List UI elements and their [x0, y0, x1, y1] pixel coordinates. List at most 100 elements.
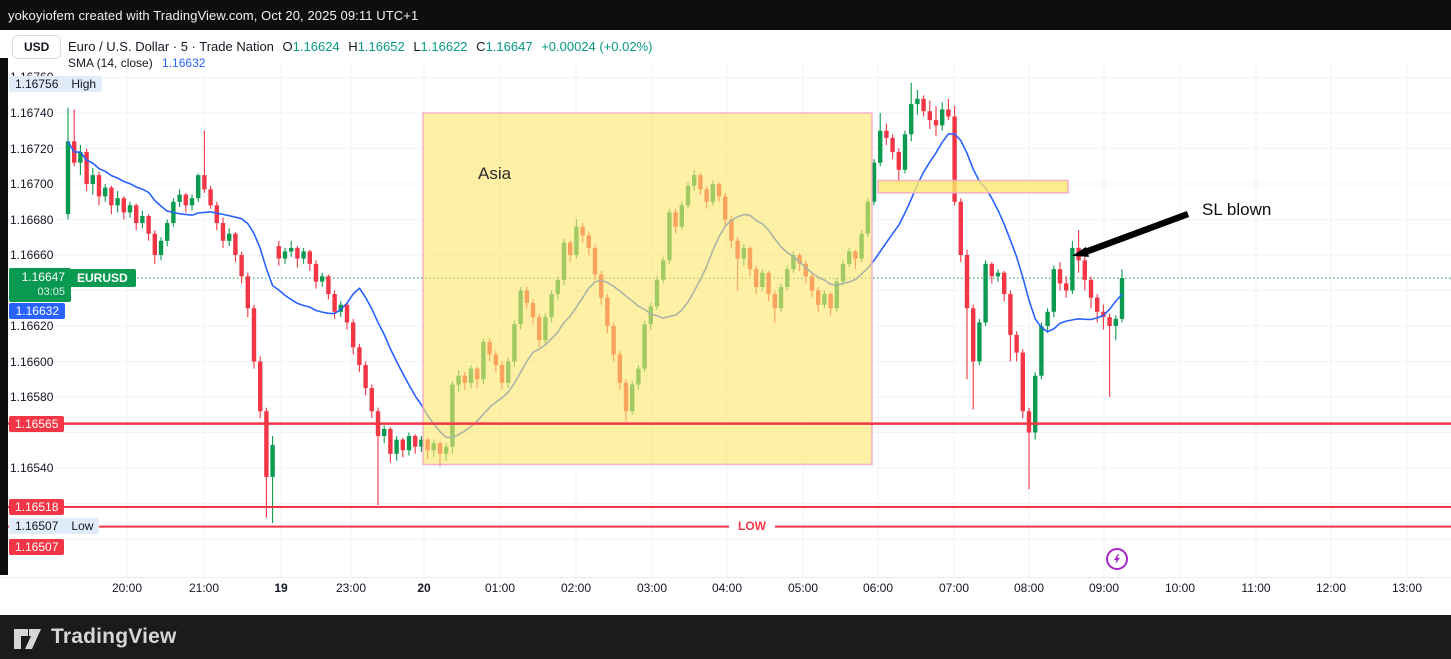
tradingview-logo-icon [14, 629, 41, 649]
candle-down [1088, 279, 1094, 298]
candle-down [890, 137, 895, 153]
candle-down [121, 198, 126, 213]
time-axis-label: 13:00 [1391, 581, 1423, 595]
candle-up [127, 205, 133, 213]
price-tick-label: 1.16540 [10, 461, 54, 475]
time-axis-label: 05:00 [787, 581, 819, 595]
candle-down [933, 120, 939, 126]
time-axis-label: 20 [417, 581, 431, 595]
candle-up [878, 130, 883, 163]
time-axis-label: 21:00 [188, 581, 220, 595]
sl-blown-label[interactable]: SL blown [1202, 200, 1272, 219]
ohlc-close-value: 1.16647 [485, 39, 533, 54]
candle-up [1045, 311, 1050, 326]
candle-down [326, 276, 331, 295]
candle-down [96, 175, 102, 197]
candle-down [927, 111, 932, 121]
time-axis-separator [0, 577, 1451, 578]
low-price: 1.16507 [15, 519, 59, 533]
candle-down [1057, 269, 1063, 284]
low-line-label[interactable]: LOW [729, 519, 775, 533]
candle-down [134, 205, 139, 224]
candle-up [1113, 318, 1118, 326]
red-level-badge: 1.16565 [9, 416, 65, 432]
candle-down [1095, 297, 1100, 312]
candle-up [177, 194, 182, 202]
candle-down [351, 322, 356, 348]
candle-down [1020, 352, 1025, 412]
candle-down [307, 251, 312, 264]
sma-indicator-label: SMA (14, close) [68, 56, 153, 70]
price-tick-label: 1.16660 [10, 248, 54, 262]
candle-down [884, 130, 889, 138]
currency-unit-label: USD [24, 40, 50, 54]
candle-down [264, 411, 269, 477]
candle-up [983, 263, 988, 323]
price-tick-label: 1.16620 [10, 319, 54, 333]
asia-session-box[interactable] [422, 112, 873, 466]
time-axis-label: 03:00 [636, 581, 668, 595]
time-axis-label: 12:00 [1315, 581, 1347, 595]
candle-up [165, 223, 170, 241]
supply-zone-strip[interactable] [877, 179, 1069, 194]
bar-countdown: 03:05 [37, 286, 65, 298]
currency-unit-button[interactable]: USD [12, 35, 62, 59]
candle-down [958, 201, 963, 255]
high-price: 1.16756 [15, 77, 59, 91]
candle-down [1002, 272, 1007, 295]
attribution-bar: yokoyiofem created with TradingView.com,… [0, 0, 1451, 30]
tradingview-logo[interactable]: TradingView [13, 624, 177, 650]
candle-up [320, 276, 325, 282]
candle-up [1051, 269, 1056, 312]
candle-up [1033, 375, 1038, 433]
candle-up [90, 175, 95, 184]
candle-down [946, 109, 951, 117]
symbol-badge: EURUSD [69, 269, 136, 287]
sma-indicator-row[interactable]: SMA (14, close) 1.16632 [68, 56, 205, 70]
price-tick-label: 1.16580 [10, 390, 54, 404]
candle-down [84, 152, 89, 184]
candle-down [357, 347, 362, 366]
time-axis-label: 10:00 [1164, 581, 1196, 595]
candle-up [394, 439, 399, 454]
ohlc-high-value: 1.16652 [357, 39, 405, 54]
candle-up [227, 233, 232, 241]
candle-down [220, 223, 226, 241]
candle-up [282, 251, 288, 259]
current-price-badge: 1.16647 03:05 [9, 268, 71, 302]
time-axis-label: 04:00 [711, 581, 743, 595]
candle-down [251, 308, 257, 362]
candle-down [989, 263, 994, 277]
high-word: High [71, 77, 97, 91]
candle-down [1026, 411, 1032, 433]
candle-down [202, 175, 207, 190]
price-tick-label: 1.16700 [10, 177, 54, 191]
ohlc-high-label: H [348, 39, 358, 54]
sl-arrow-head[interactable] [1072, 246, 1089, 257]
ohlc-low-label: L [413, 39, 421, 54]
candle-down [183, 194, 188, 206]
candle-up [419, 439, 424, 447]
candle-down [208, 189, 213, 206]
candle-up [289, 247, 294, 252]
candle-up [338, 304, 343, 312]
candle-up [915, 98, 920, 105]
red-level-badge: 1.16507 [9, 539, 65, 555]
candle-up [103, 187, 108, 197]
candle-up [189, 198, 195, 206]
change-value: +0.00024 (+0.02%) [541, 39, 653, 54]
candle-down [971, 308, 976, 362]
sma-indicator-value: 1.16632 [162, 56, 206, 70]
symbol-header[interactable]: Euro / U.S. Dollar · 5 · Trade Nation O1… [68, 39, 653, 54]
asia-session-label[interactable]: Asia [478, 164, 512, 183]
time-axis-label: 09:00 [1088, 581, 1120, 595]
candle-down [1064, 283, 1069, 291]
lightning-event-icon[interactable] [1106, 548, 1128, 570]
candle-up [196, 175, 201, 199]
candle-down [964, 255, 970, 309]
sl-arrow-line[interactable] [1081, 210, 1190, 256]
time-axis-label: 20:00 [111, 581, 143, 595]
session-high-marker: 1.16756 High [9, 76, 103, 92]
low-word: Low [71, 519, 94, 533]
